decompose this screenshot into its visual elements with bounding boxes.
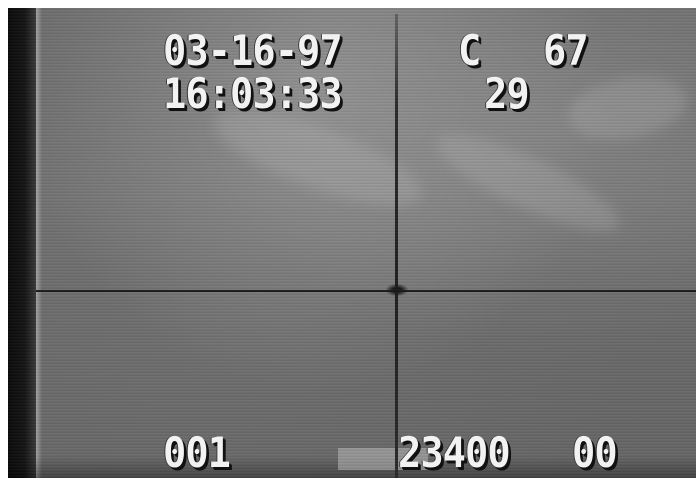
cloud-streak: [563, 68, 693, 148]
osd-channel-value: 67: [543, 26, 589, 75]
crosshair-center-mark: [386, 284, 408, 296]
osd-time: 16:03:33: [163, 69, 343, 118]
osd-frame-code: 23400: [398, 428, 511, 477]
video-frame: [8, 8, 696, 478]
crosshair-vertical-line: [395, 14, 398, 478]
osd-counter: 001: [163, 428, 231, 477]
scanline-overlay: [8, 8, 696, 478]
left-edge-glow: [36, 8, 42, 478]
crosshair-horizontal-line: [36, 290, 696, 292]
left-dark-edge: [8, 8, 36, 478]
osd-frame-suffix: 00: [572, 428, 618, 477]
bottom-bright-patch: [338, 448, 428, 470]
osd-channel-label: C: [458, 26, 481, 75]
osd-field-value: 29: [484, 69, 530, 118]
osd-date: 03-16-97: [163, 26, 343, 75]
